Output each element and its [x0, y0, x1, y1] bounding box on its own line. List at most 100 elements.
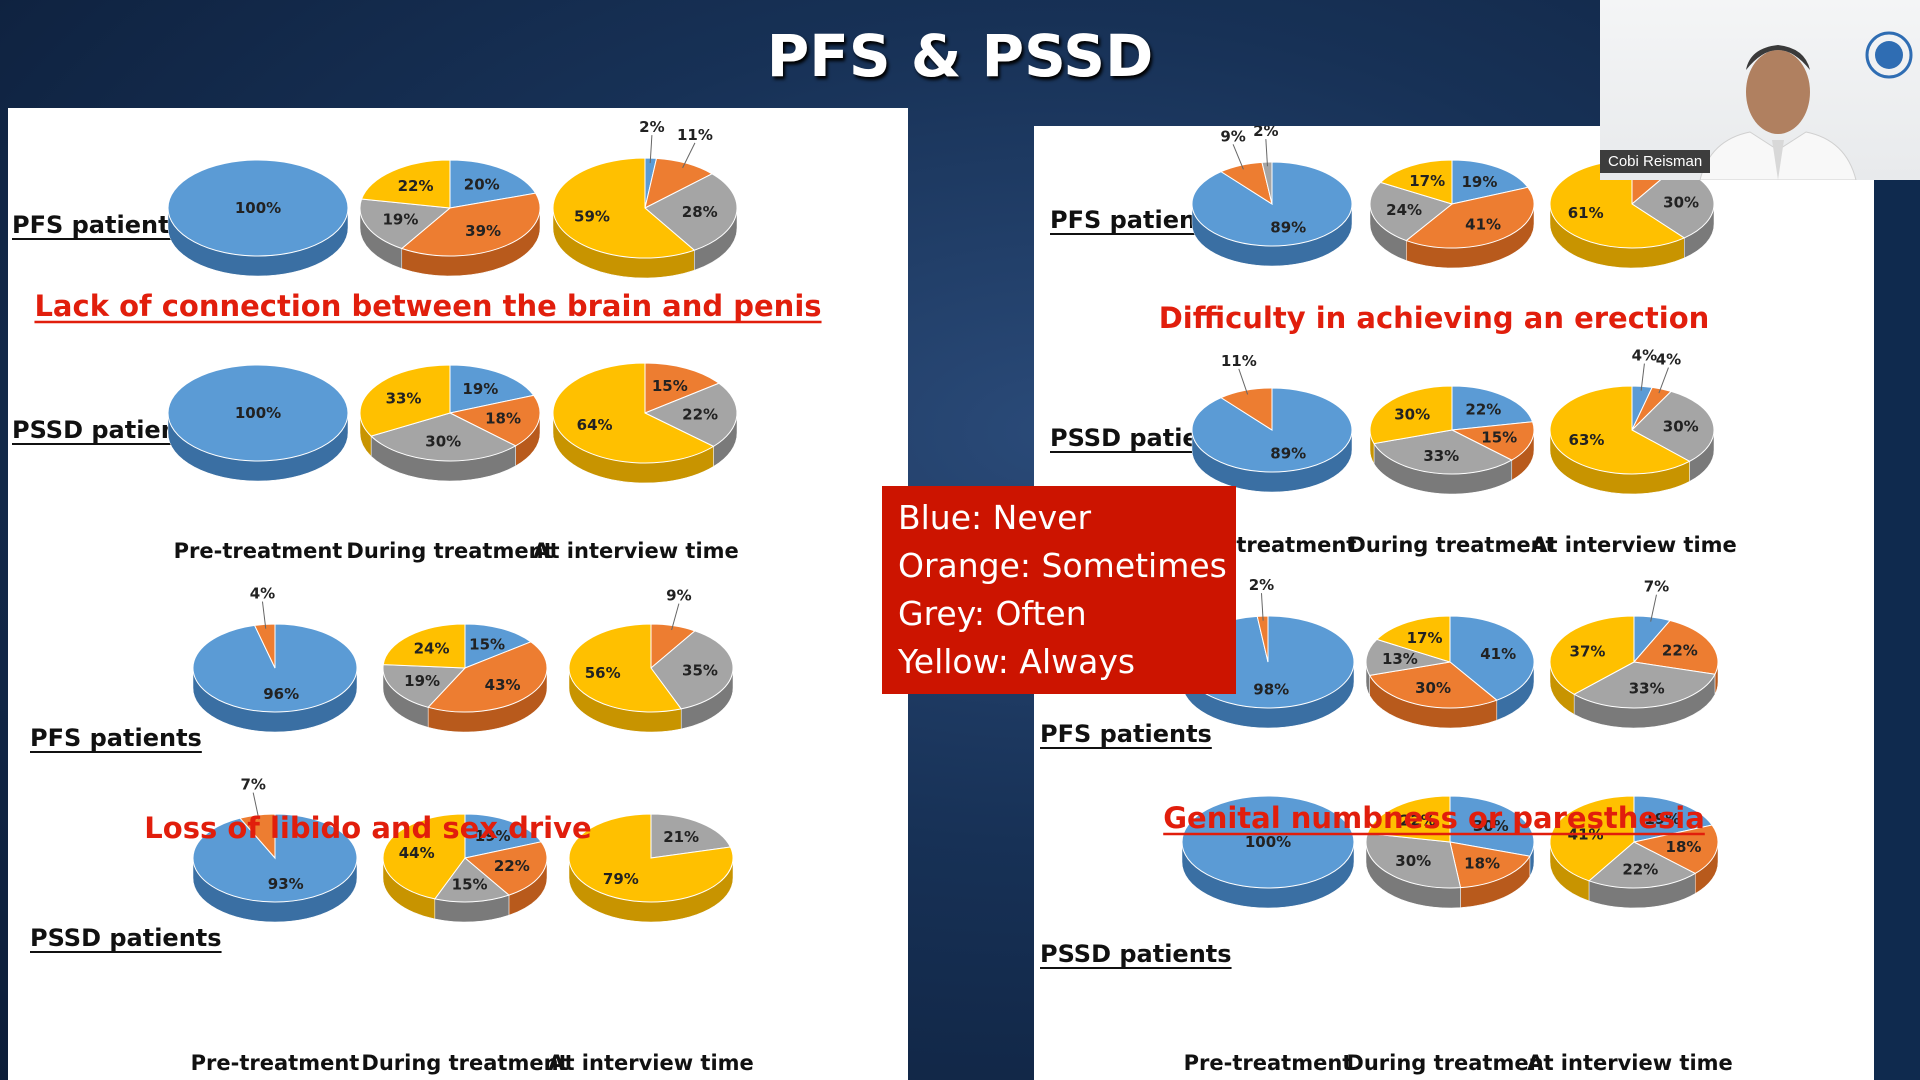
chart1-row1-pie2-label-sometimes: 4% [1656, 351, 1681, 369]
chart3-row1-pie1-slice-never [1449, 795, 1535, 857]
chart2-row1-pie2: 21% 79% [568, 813, 734, 923]
panel-brain-penis: PFS patients 100% 20% 39% 19% 22% 2% 11% 28% 59% P… [8, 108, 908, 568]
chart2-row0-pie1-label-always: 24% [414, 640, 450, 658]
chart0-row0-pie2-leader-sometimes [682, 142, 696, 169]
chart2-row0-pie0-label-sometimes: 4% [250, 585, 275, 603]
chart2-row0-pie2-label-sometimes: 9% [666, 587, 691, 605]
chart3-title: Genital numbness or paresthesia [1163, 801, 1705, 835]
chart2-row1-pie1-label-always: 44% [399, 844, 435, 862]
panel-libido: PFS patients 96% 4% 15% 43% 19% 24% 9% 35% 56% PSS… [8, 568, 908, 1080]
chart2-row1-pie0-slice-sometimes [239, 813, 276, 860]
chart2-row0-pie2-slice-always [568, 623, 683, 713]
chart0-row1-pie1-slice-often [370, 412, 517, 462]
chart0-row1-pie1: 19% 18% 30% 33% [359, 364, 541, 482]
chart0-row0-pie1: 20% 39% 19% 22% [359, 159, 541, 277]
chart0-title: Lack of connection between the brain and… [34, 289, 821, 323]
panel-libido-svg: PFS patients 96% 4% 15% 43% 19% 24% 9% 35% 56% PSS… [30, 585, 754, 1075]
chart0-row1-pie1-label-sometimes: 18% [485, 409, 521, 427]
chart3-row1-pie0: 100% [1181, 795, 1355, 909]
chart3-row1-pie2: 19%18%22%41% [1549, 795, 1719, 909]
chart3-row-label-0: PFS patients [1040, 720, 1212, 748]
chart0-row1-pie1-slice-sometimes [448, 394, 541, 447]
legend-box: Blue: Never Orange: Sometimes Grey: Ofte… [882, 486, 1236, 694]
chart3-row0-pie2-label-often: 33% [1629, 680, 1665, 698]
chart2-row1-pie1-label-often: 15% [452, 875, 488, 893]
chart3-row0-pie1-slice-sometimes [1368, 661, 1498, 709]
chart1-row0-pie1: 19% 41% 24% 17% [1369, 159, 1535, 269]
chart0-row1-pie2: 15% 22% 64% [552, 362, 738, 484]
chart1-row0-pie2-slice-always [1549, 159, 1686, 249]
chart0-row0-pie1-label-never: 20% [464, 176, 500, 194]
chart3-row1-pie1-label-often: 30% [1395, 852, 1431, 870]
chart1-row0-pie0-leader-sometimes [1232, 144, 1244, 170]
legend-line-never: Blue: Never [898, 498, 1092, 537]
chart0-row0-pie0-label-never: 100% [235, 199, 281, 217]
chart0-row0-pie2: 2% 11% 28% 59% [552, 118, 738, 279]
chart0-row1-pie1-slice-always [359, 364, 451, 437]
chart0-row0-pie1-label-sometimes: 39% [465, 222, 501, 240]
chart1-row1-pie0: 89% 11% [1191, 352, 1353, 493]
panel-brain-penis-svg: PFS patients 100% 20% 39% 19% 22% 2% 11% 28% 59% P… [12, 118, 822, 563]
chart1-row1-pie1-slice-always [1369, 385, 1453, 445]
chart3-row1-pie1-slice-always [1366, 795, 1451, 843]
chart3-row0-pie1-label-always: 17% [1407, 629, 1443, 647]
chart3-row1-pie2-label-sometimes: 18% [1666, 838, 1702, 856]
chart0-row1-pie0: 100% [167, 364, 349, 482]
chart3-row1-pie0-label-never: 100% [1245, 833, 1291, 851]
chart0-row0-pie2-label-always: 59% [574, 207, 610, 225]
chart3-row1-pie0-slice-never [1181, 795, 1355, 889]
chart0-row0-pie1-label-always: 22% [398, 177, 434, 195]
chart3-col-label-0: Pre-treatment [1184, 1051, 1353, 1075]
chart1-row0-pie0-label-sometimes: 9% [1220, 127, 1245, 145]
chart1-row1-pie1-slice-often [1373, 429, 1513, 475]
chart2-row0-pie1-slice-often [382, 664, 467, 708]
chart2-row0-pie0-label-never: 96% [263, 685, 299, 703]
chart2-row0-pie1: 15% 43% 19% 24% [382, 623, 548, 733]
chart2-row0-pie1-slice-always [382, 623, 466, 669]
chart0-row0-pie1-label-often: 19% [382, 210, 418, 228]
chart3-col-label-1: During treatment [1346, 1051, 1553, 1075]
chart2-row0-pie0: 96% 4% [192, 585, 358, 733]
chart3-row1-pie1-label-never: 30% [1473, 817, 1509, 835]
chart3-row0-pie2: 7% 22% 33% 37% [1549, 578, 1719, 729]
chart1-row0-pie1-label-never: 19% [1461, 173, 1497, 191]
chart3-row1-pie2-slice-often [1588, 841, 1697, 889]
chart2-row1-pie1-label-never: 19% [475, 827, 511, 845]
chart1-row1-pie0-slice-sometimes [1219, 387, 1273, 431]
chart0-col-label-1: During treatment [346, 539, 553, 563]
chart3-row0-pie0-label-never: 98% [1253, 681, 1289, 699]
chart0-row0-pie2-slice-often [644, 173, 738, 251]
chart0-row0-pie2-slice-always [552, 157, 696, 259]
chart1-row0-pie2-label-often: 30% [1663, 193, 1699, 211]
chart3-row0-pie1-slice-never [1449, 615, 1535, 701]
chart1-row0-pie0: 89% 9% 2% [1191, 126, 1353, 267]
chart3-row1-pie2-label-often: 22% [1622, 860, 1658, 878]
slide-title: PFS & PSSD [766, 22, 1154, 90]
chart2-row1-pie1-label-sometimes: 22% [494, 857, 530, 875]
chart3-row1-pie2-slice-always [1549, 795, 1635, 882]
chart1-row0-pie0-label-never: 89% [1270, 219, 1306, 237]
chart3-col-label-2: At interview time [1527, 1051, 1733, 1075]
chart0-row1-pie2-slice-often [643, 382, 738, 447]
chart1-row0-pie1-slice-often [1369, 181, 1454, 242]
chart2-row1-pie1-slice-never [464, 813, 543, 859]
chart1-row1-pie2-label-always: 63% [1569, 431, 1605, 449]
legend-line-often: Grey: Often [898, 594, 1087, 633]
chart3-row0-pie0-leader-sometimes [1260, 593, 1264, 621]
chart0-row0-pie1-slice-often [359, 198, 452, 250]
chart3-row0-pie2-label-always: 37% [1570, 642, 1606, 660]
chart0-row0-pie0-slice-never [167, 159, 349, 257]
chart3-row1-pie1-slice-often [1365, 832, 1462, 889]
essm-logo-icon [1865, 31, 1913, 79]
chart3-row0-pie2-slice-sometimes [1633, 619, 1719, 675]
chart1-row0-pie0-leader-often [1265, 139, 1268, 167]
chart2-row1-pie0: 93% 7% [192, 776, 358, 923]
chart2-row0-pie1-label-never: 15% [469, 635, 505, 653]
chart1-row1-pie1: 22% 15% 33% 30% [1369, 385, 1535, 495]
chart2-col-label-2: At interview time [548, 1051, 754, 1075]
chart0-row0-pie1-slice-sometimes [400, 192, 541, 257]
chart2-row0-pie2-slice-often [650, 630, 734, 710]
chart1-row1-pie2: 4%4% 30% 63% [1549, 347, 1715, 495]
speaker-video[interactable]: Cobi Reisman [1600, 0, 1920, 180]
chart2-row0-pie2: 9% 35% 56% [568, 587, 734, 733]
